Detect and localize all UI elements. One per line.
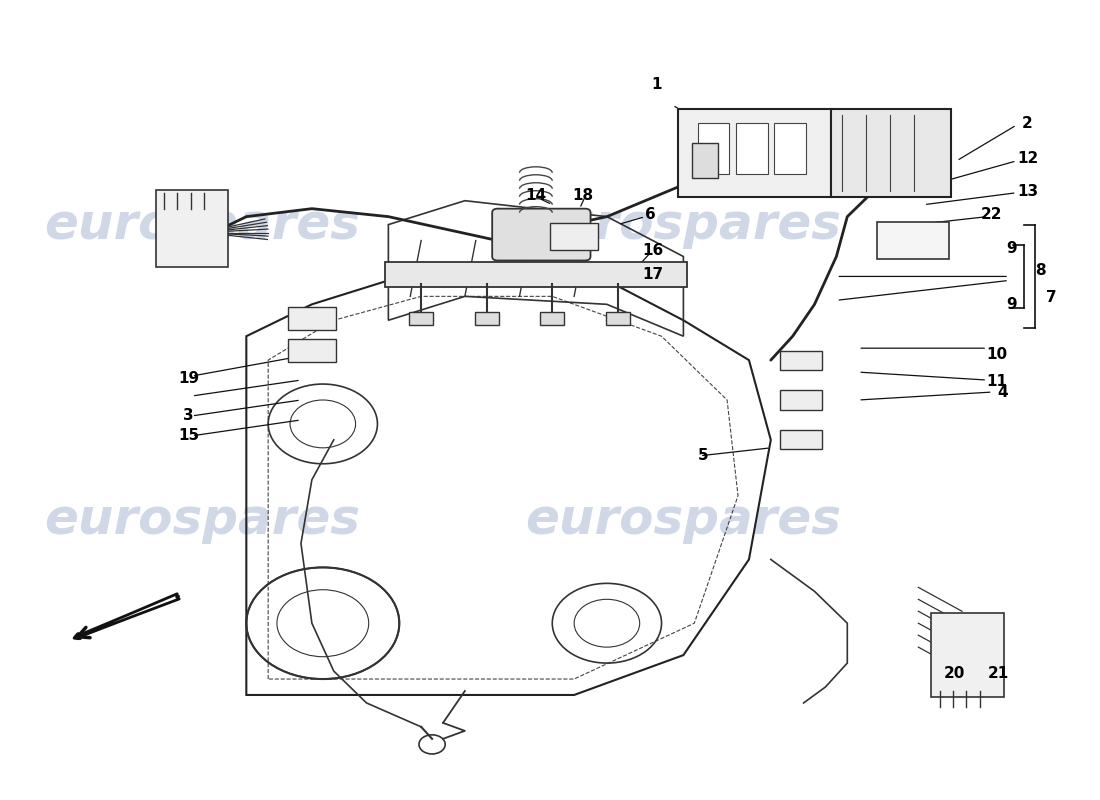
Text: eurospares: eurospares (526, 201, 842, 249)
Text: 20: 20 (944, 666, 965, 681)
Text: 8: 8 (1035, 262, 1046, 278)
Text: 16: 16 (642, 242, 663, 258)
FancyBboxPatch shape (492, 209, 591, 261)
FancyBboxPatch shape (550, 223, 598, 250)
Text: 7: 7 (1046, 290, 1057, 306)
FancyBboxPatch shape (780, 430, 822, 450)
FancyBboxPatch shape (385, 262, 686, 286)
Text: 21: 21 (988, 666, 1009, 681)
FancyBboxPatch shape (288, 306, 336, 330)
FancyBboxPatch shape (697, 123, 729, 174)
FancyBboxPatch shape (678, 109, 830, 197)
FancyBboxPatch shape (780, 390, 822, 410)
FancyBboxPatch shape (877, 222, 949, 259)
Text: 5: 5 (697, 448, 708, 463)
Text: 22: 22 (981, 206, 1002, 222)
FancyBboxPatch shape (475, 311, 498, 325)
Text: eurospares: eurospares (45, 495, 361, 543)
FancyBboxPatch shape (780, 350, 822, 370)
FancyBboxPatch shape (774, 123, 806, 174)
FancyBboxPatch shape (288, 338, 336, 362)
Text: 6: 6 (646, 206, 656, 222)
Text: 4: 4 (997, 385, 1008, 399)
FancyBboxPatch shape (932, 613, 1003, 698)
FancyBboxPatch shape (692, 143, 718, 178)
Text: 2: 2 (1022, 116, 1033, 131)
Text: 9: 9 (1005, 297, 1016, 312)
Text: 17: 17 (642, 267, 663, 282)
Text: 13: 13 (1018, 184, 1038, 198)
Text: eurospares: eurospares (45, 201, 361, 249)
Text: 18: 18 (572, 188, 593, 202)
FancyBboxPatch shape (409, 311, 433, 325)
Text: 1: 1 (651, 77, 661, 92)
Text: 19: 19 (178, 371, 199, 386)
Text: 14: 14 (526, 188, 547, 202)
Text: 9: 9 (1005, 241, 1016, 256)
Text: 12: 12 (1018, 151, 1038, 166)
Text: eurospares: eurospares (526, 495, 842, 543)
Text: 15: 15 (178, 428, 199, 443)
FancyBboxPatch shape (736, 123, 768, 174)
FancyBboxPatch shape (155, 190, 228, 267)
FancyBboxPatch shape (606, 311, 630, 325)
Text: 11: 11 (987, 374, 1008, 389)
FancyBboxPatch shape (540, 311, 564, 325)
FancyBboxPatch shape (830, 109, 952, 197)
Text: 10: 10 (987, 347, 1008, 362)
Text: 3: 3 (183, 409, 194, 423)
